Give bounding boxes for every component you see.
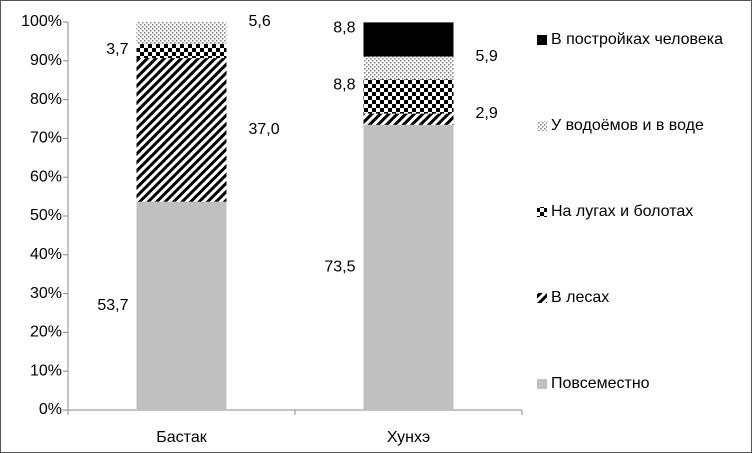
legend-label: У водоёмов и в воде [551, 117, 704, 134]
bar-segment [136, 43, 227, 59]
value-label: 37,0 [249, 121, 280, 138]
bar-segment [136, 201, 227, 410]
value-label: 5,9 [476, 48, 498, 65]
legend-swatch [537, 207, 547, 217]
y-tick-label: 10% [30, 362, 62, 379]
value-label: 5,6 [249, 13, 271, 30]
legend-swatch [537, 379, 547, 389]
value-label: 8,8 [333, 77, 355, 94]
y-tick-label: 50% [30, 207, 62, 224]
legend-label: Повсеместно [551, 375, 650, 392]
y-tick-label: 40% [30, 246, 62, 263]
legend-label: В лесах [551, 289, 609, 306]
y-tick-label: 30% [30, 285, 62, 302]
legend-label: В постройках человека [551, 31, 723, 48]
y-tick-label: 60% [30, 168, 62, 185]
x-tick-label: Бастак [156, 429, 207, 446]
bar-segment [363, 124, 454, 410]
legend-swatch [537, 121, 547, 131]
y-tick-label: 0% [39, 401, 62, 418]
y-tick-label: 80% [30, 91, 62, 108]
legend-label: На лугах и болотах [551, 203, 693, 220]
bar-segment [136, 58, 227, 202]
x-tick-label: Хунхэ [387, 429, 430, 446]
bar-segment [363, 113, 454, 125]
bar-segment [363, 56, 454, 80]
legend-swatch [537, 35, 547, 45]
y-tick-label: 20% [30, 324, 62, 341]
value-label: 53,7 [97, 297, 128, 314]
value-label: 73,5 [324, 259, 355, 276]
legend-swatch [537, 293, 547, 303]
y-tick-label: 70% [30, 130, 62, 147]
y-tick-label: 100% [21, 13, 62, 30]
y-tick-label: 90% [30, 52, 62, 69]
bar-segment [363, 79, 454, 114]
bar-segment [363, 22, 454, 57]
bar-segment [136, 22, 227, 44]
value-label: 8,8 [333, 20, 355, 37]
value-label: 2,9 [476, 105, 498, 122]
value-label: 3,7 [106, 41, 128, 58]
